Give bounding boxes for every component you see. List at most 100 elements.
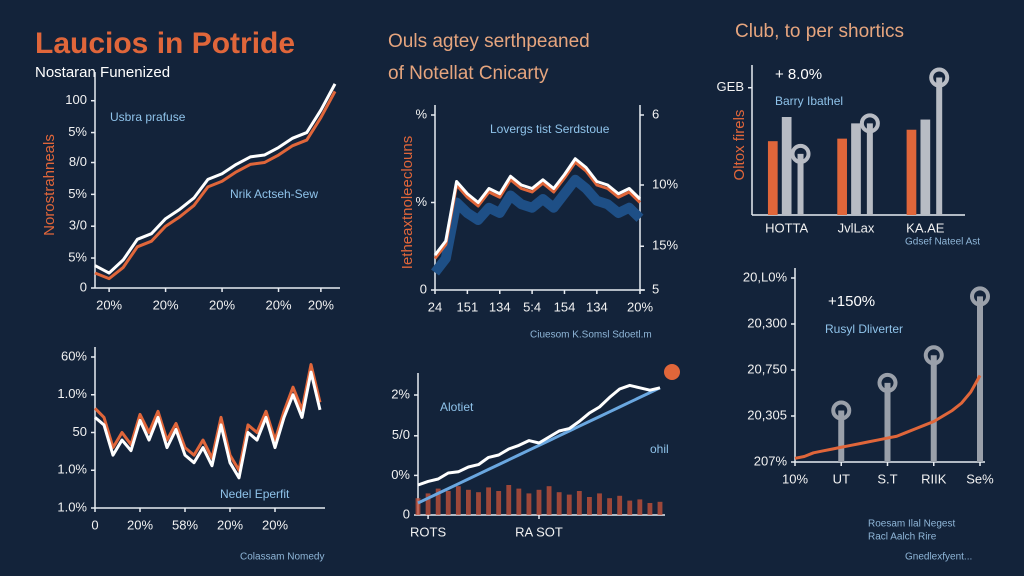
y-tick-label: % [415,194,427,209]
line [94,90,337,281]
line [433,157,642,256]
y-tick-label: 1.0% [57,499,87,514]
x-tick-label: 134 [586,299,608,314]
y-tick-label: 3/0 [69,218,87,233]
y-tick-label: 1.0% [57,386,87,401]
y-tick-label: 0 [420,281,427,296]
y-tick-label: 0 [403,506,410,521]
bar [586,497,592,515]
lollipop-head [929,67,950,88]
y-tick-label: 5% [68,186,87,201]
bar [597,493,602,515]
footnote: Gdsef Nateel Ast [905,237,980,248]
x-tick-label: 154 [554,299,576,314]
annotation: Rusyl Dliverter [825,322,903,336]
footnote: Racl Aalch Rire [868,532,937,543]
annotation: Barry Ibathel [775,94,843,108]
bar [576,491,582,515]
bar [637,499,643,515]
annotation: Alotiet [440,400,474,414]
x-tick-label: 20% [627,299,653,314]
y-tick-label: 20,300 [747,315,787,330]
bar [435,488,441,515]
annotation: + 8.0% [775,66,822,83]
line [417,386,661,505]
bar [920,119,931,215]
x-tick-label: UT [833,471,850,486]
x-tick-label: 151 [457,299,479,314]
y-tick-label: % [415,106,427,121]
chart-title: Laucios in Potride [35,27,295,60]
bar [906,129,917,215]
line [431,174,644,276]
line [94,83,337,275]
y-tick-label: 60% [61,348,87,363]
lollipop-head [831,400,852,421]
y-tick-label: GEB [717,79,744,94]
line [94,370,322,480]
bar [415,498,421,515]
x-tick-label: 20% [209,297,235,312]
bar [607,498,613,515]
y-tick-label: 8/0 [69,154,87,169]
lollipop-head [923,345,944,366]
bar [647,503,653,515]
x-tick-label: Se% [966,471,994,486]
line [417,383,661,487]
y-tick-label: 5% [68,124,87,139]
y-tick-label: 50 [73,424,87,439]
x-tick-label: 20% [217,517,243,532]
x-tick-label: HOTTA [765,220,808,235]
y-tick-label: 1.0% [57,462,87,477]
y2-tick-label: 5 [652,281,659,296]
x-tick-label: 20% [96,297,122,312]
bar [617,495,623,515]
x-tick-label: S.T [877,471,897,486]
x-tick-label: JvlLax [838,220,875,235]
y-tick-label: 0 [80,279,87,294]
bar [566,494,572,515]
bar [476,492,481,515]
annotation: Nrik Actseh-Sew [230,187,318,201]
x-tick-label: KA.AE [906,220,945,235]
lollipop-head [859,113,880,134]
lollipop-head [877,372,898,393]
line [433,160,642,260]
chart-subtitle: Nostaran Funenized [35,64,170,81]
chart-title: Ouls agtey serthpeaned [388,31,590,52]
x-tick-label: 20% [266,297,292,312]
bar [516,488,522,515]
x-tick-label: 20% [308,297,334,312]
x-tick-label: 134 [489,299,511,314]
x-tick-label: 10% [782,471,808,486]
bar [425,493,431,515]
footnote: Ciuesom K.Somsl Sdoetl.m [530,330,652,341]
lollipop-head [790,143,811,164]
y-tick-label: 2% [391,386,410,401]
chart-title: Club, to per shortics [735,21,904,42]
y2-tick-label: 10% [652,176,678,191]
bar [536,489,542,515]
bar [851,123,861,215]
x-tick-label: 58% [172,517,198,532]
lollipop-head [970,286,990,307]
bar [486,487,492,515]
line [794,374,982,460]
annotation: Nedel Eperfit [220,487,290,501]
x-tick-label: 24 [428,299,442,314]
y-tick-label: 100 [65,92,87,107]
y2-tick-label: 15% [652,238,678,253]
x-tick-label: RIIK [921,471,947,486]
footnote: Roesam Ilal Negest [868,519,955,530]
y-axis-label: Norostrahneals [41,134,58,236]
annotation: ohil [650,442,669,456]
y-tick-label: 20,750 [747,361,787,376]
y-axis-label: Ietheaxtnoleeclouns [399,136,416,269]
x-tick-label: 20% [127,517,153,532]
x-tick-label: 0 [91,517,98,532]
bar [627,500,633,515]
y-tick-label: 5% [68,249,87,264]
x-tick-label: 5:4 [523,299,541,314]
bar [496,491,502,515]
